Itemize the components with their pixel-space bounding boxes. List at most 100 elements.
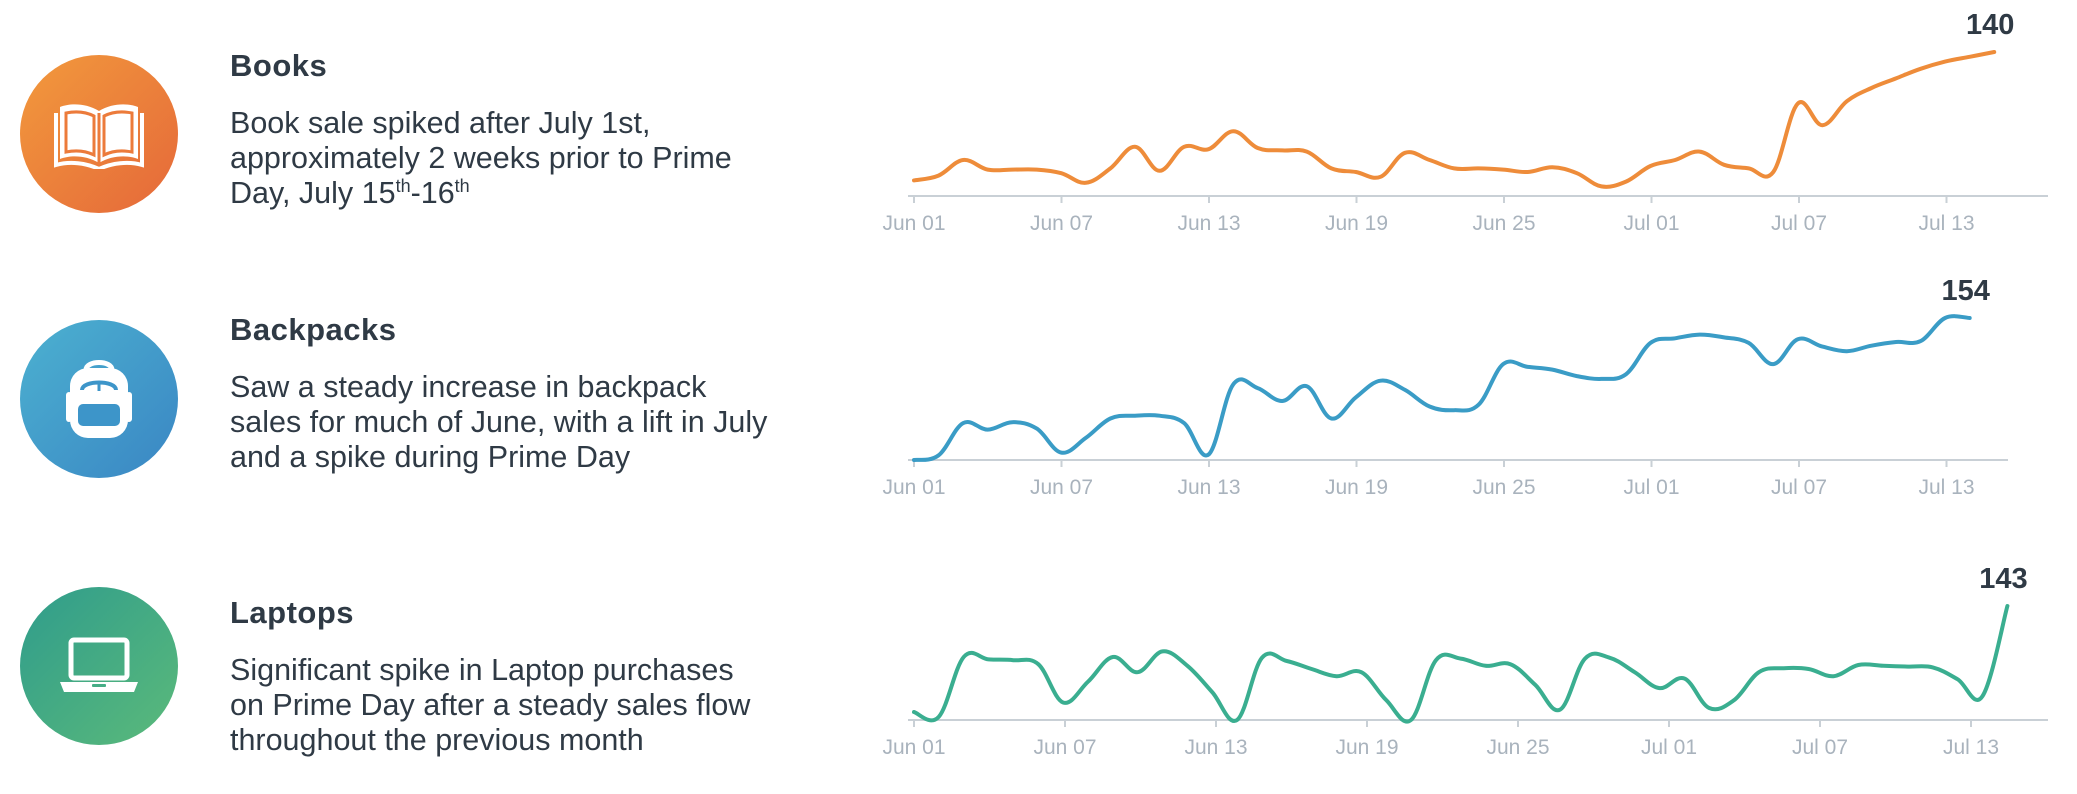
laptops-data-point [1881, 664, 1885, 668]
laptops-data-point [1782, 666, 1786, 670]
x-tick-label: Jul 07 [1771, 476, 1827, 499]
row-books: Books Book sale spiked after July 1st, a… [0, 0, 2077, 260]
books-data-point [986, 168, 990, 172]
laptops-description: Significant spike in Laptop purchases on… [230, 653, 850, 758]
backpacks-data-point [1599, 377, 1603, 381]
laptops-icon-circle [20, 587, 178, 745]
backpacks-data-point [1035, 427, 1039, 431]
x-tick-label: Jul 13 [1943, 736, 1999, 759]
books-data-point [1624, 180, 1628, 184]
backpacks-data-point [1501, 362, 1505, 366]
backpacks-data-point [1182, 421, 1186, 425]
x-tick-label: Jun 01 [882, 212, 945, 235]
laptops-data-point [1707, 706, 1711, 710]
laptops-data-point [1931, 665, 1935, 669]
backpacks-data-point [1256, 386, 1260, 390]
books-data-point [1084, 181, 1088, 185]
backpacks-data-point [961, 421, 965, 425]
books-data-point [1771, 170, 1775, 174]
x-tick-label: Jun 07 [1030, 212, 1093, 235]
laptops-data-point [1608, 656, 1612, 660]
backpacks-data-point [1649, 341, 1653, 345]
backpack-icon [66, 360, 132, 438]
backpacks-data-point [1796, 337, 1800, 341]
laptops-data-point [1185, 664, 1189, 668]
laptops-data-point [1409, 718, 1413, 722]
backpacks-data-point [1158, 414, 1162, 418]
books-data-point [1231, 129, 1235, 133]
books-data-point [1035, 168, 1039, 172]
books-desc-sup-1: th [395, 175, 411, 196]
laptops-desc-line-1: Significant spike in Laptop purchases [230, 653, 734, 687]
backpacks-data-point [1354, 395, 1358, 399]
laptops-chart-svg: Jun 01 Jun 07 Jun 13 Jun 19 Jun 25 Jul 01 Jul … [882, 563, 2048, 759]
books-data-point [1108, 166, 1112, 170]
backpacks-data-point [986, 428, 990, 432]
backpacks-data-point [1477, 403, 1481, 407]
books-desc-line-2: approximately 2 weeks prior to Prime [230, 141, 732, 175]
books-data-point [1428, 158, 1432, 162]
laptops-data-point [1384, 698, 1388, 702]
laptops-data-point [1981, 694, 1985, 698]
laptops-data-point [1583, 657, 1587, 661]
laptops-text-block: Laptops Significant spike in Laptop purc… [230, 595, 850, 758]
backpacks-chart-svg: Jun 01 Jun 07 Jun 13 Jun 19 Jun 25 Jul 01 Jul … [882, 275, 2008, 499]
books-data-point [1329, 166, 1333, 170]
x-tick-label: Jun 07 [1030, 476, 1093, 499]
backpacks-data-point [1133, 414, 1137, 418]
backpacks-description: Saw a steady increase in backpack sales … [230, 370, 850, 475]
laptops-data-point [1011, 658, 1015, 662]
books-data-point [1747, 166, 1751, 170]
laptops-data-point [912, 710, 916, 714]
backpacks-series-line [912, 314, 1972, 462]
laptops-data-point [1533, 683, 1537, 687]
books-data-point [1698, 150, 1702, 154]
books-data-point [937, 174, 941, 178]
books-chart: Jun 01 Jun 07 Jun 13 Jun 19 Jun 25 Jul 01 Jul … [860, 0, 2048, 250]
laptops-data-point [962, 655, 966, 659]
backpacks-data-point [1108, 417, 1112, 421]
books-peak-label: 140 [1966, 9, 2014, 41]
backpacks-desc-line-3: and a spike during Prime Day [230, 440, 631, 474]
laptops-data-point [1359, 670, 1363, 674]
backpacks-data-point [1428, 405, 1432, 409]
backpacks-desc-line-1: Saw a steady increase in backpack [230, 370, 707, 404]
books-data-point [1280, 148, 1284, 152]
backpacks-data-point [1329, 417, 1333, 421]
laptops-data-point [1757, 670, 1761, 674]
laptops-data-point [1036, 662, 1040, 666]
books-desc-sup-2: th [454, 175, 470, 196]
laptops-data-point [1086, 680, 1090, 684]
backpacks-peak-label: 154 [1941, 275, 1989, 307]
x-tick-label: Jul 07 [1771, 212, 1827, 235]
books-data-point [1256, 146, 1260, 150]
x-tick-label: Jun 01 [882, 736, 945, 759]
books-data-point [1992, 50, 1996, 54]
books-data-point [961, 158, 965, 162]
x-tick-label: Jun 07 [1033, 736, 1096, 759]
books-data-point [1526, 170, 1530, 174]
books-data-point [1059, 171, 1063, 175]
laptops-data-point [1136, 670, 1140, 674]
backpacks-data-point [1698, 333, 1702, 337]
books-icon-circle [20, 55, 178, 213]
backpacks-data-point [1575, 374, 1579, 378]
laptops-data-point [1310, 667, 1314, 671]
books-data-point [1919, 67, 1923, 71]
laptops-data-point [1682, 677, 1686, 681]
books-data-point [1477, 166, 1481, 170]
books-data-point [912, 178, 916, 182]
backpacks-data-point [1820, 345, 1824, 349]
backpacks-data-point [1403, 388, 1407, 392]
books-data-point [1158, 169, 1162, 173]
backpacks-text-block: Backpacks Saw a steady increase in backp… [230, 312, 850, 475]
backpacks-data-point [1771, 362, 1775, 366]
backpacks-data-point [1722, 335, 1726, 339]
laptops-data-point [1434, 658, 1438, 662]
backpacks-data-point [1894, 340, 1898, 344]
backpacks-data-point [1845, 349, 1849, 353]
x-tick-label: Jun 13 [1184, 736, 1247, 759]
laptops-data-point [1832, 674, 1836, 678]
laptops-data-point [1459, 657, 1463, 661]
books-data-point [1673, 158, 1677, 162]
